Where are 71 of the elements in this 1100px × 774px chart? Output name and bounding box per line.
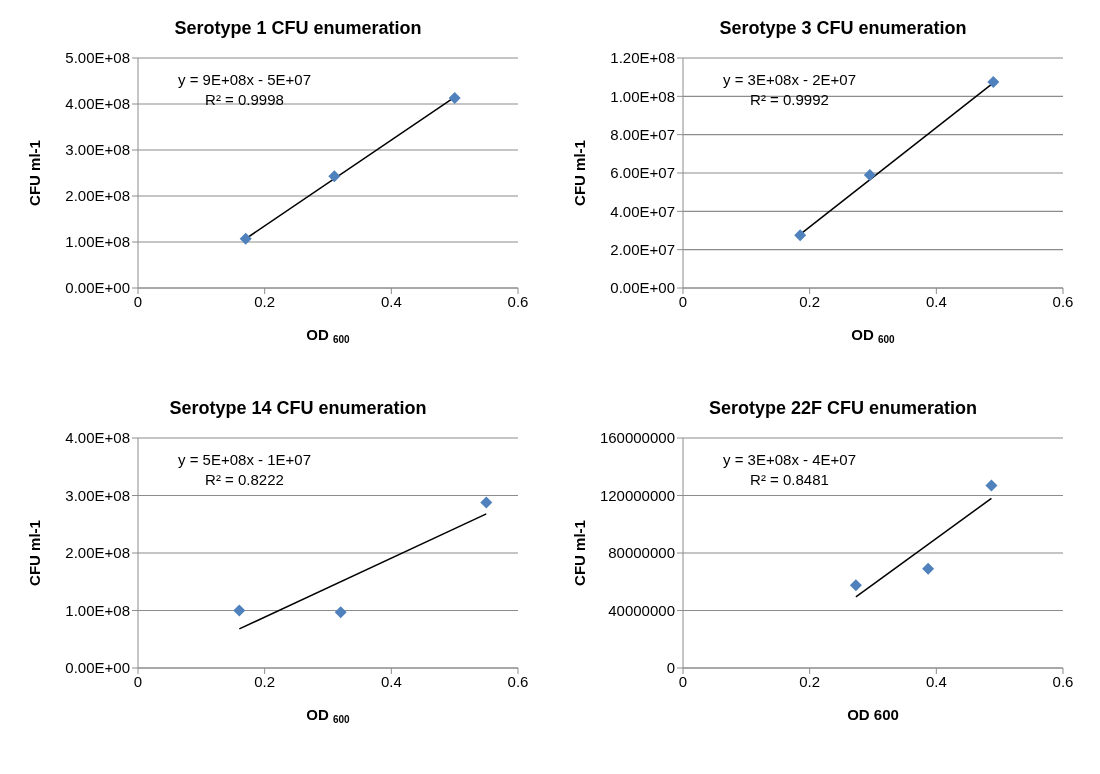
y-tick-label: 160000000 — [599, 429, 675, 447]
chart-title: Serotype 3 CFU enumeration — [718, 17, 968, 40]
x-tick-label: 0.6 — [1052, 672, 1074, 690]
x-tick-label: 0.6 — [507, 672, 529, 690]
y-tick-label: 3.00E+08 — [65, 486, 130, 504]
y-tick-label: 0.00E+00 — [65, 659, 130, 677]
y-tick-label: 0 — [666, 659, 675, 677]
y-tick-label: 4.00E+07 — [610, 202, 675, 220]
point — [328, 170, 341, 183]
point — [849, 579, 862, 592]
x-axis-title: OD $_{600}$ — [306, 326, 351, 345]
x-axis-title: OD 600 — [847, 706, 899, 723]
y-tick-label: 2.00E+08 — [65, 544, 130, 562]
point — [985, 479, 998, 492]
point — [448, 92, 461, 105]
y-tick-label: 2.00E+08 — [65, 187, 130, 205]
x-tick-label: 0.6 — [507, 292, 529, 310]
y-tick-label: 4.00E+08 — [65, 429, 130, 447]
y-axis-title: CFU ml-1 — [26, 520, 43, 586]
annotation: y = 3E+08x - 2E+07 — [723, 70, 857, 90]
x-tick-label: 0.4 — [380, 672, 402, 690]
x-tick-label: 0.4 — [380, 292, 402, 310]
y-tick-label: 1.00E+08 — [65, 601, 130, 619]
x-tick-label: 0.4 — [925, 292, 947, 310]
x-tick-label: 0 — [678, 292, 688, 310]
point — [987, 75, 1000, 88]
chart-title: Serotype 14 CFU enumeration — [168, 397, 428, 420]
chart-title: Serotype 22F CFU enumeration — [707, 397, 979, 420]
annotation: R² = 0.9992 — [749, 90, 830, 110]
x-axis-title: OD $_{600}$ — [306, 706, 351, 725]
y-tick-label: 2.00E+07 — [610, 240, 675, 258]
point — [239, 232, 252, 245]
x-tick-label: 0.2 — [799, 292, 821, 310]
x-tick-label: 0.2 — [254, 292, 276, 310]
y-tick-label: 3.00E+08 — [65, 141, 130, 159]
point — [233, 604, 246, 617]
y-tick-label: 0.00E+00 — [65, 279, 130, 297]
y-tick-label: 120000000 — [599, 486, 675, 504]
y-axis-title: CFU ml-1 — [571, 520, 588, 586]
x-tick-label: 0 — [678, 672, 688, 690]
y-tick-label: 6.00E+07 — [610, 164, 675, 182]
annotation: y = 9E+08x - 5E+07 — [178, 70, 312, 90]
point — [334, 606, 347, 619]
annotation: R² = 0.8222 — [204, 470, 285, 490]
y-tick-label: 1.00E+08 — [610, 87, 675, 105]
y-axis-title: CFU ml-1 — [26, 140, 43, 206]
y-tick-label: 1.20E+08 — [610, 49, 675, 67]
point — [794, 229, 807, 242]
y-tick-label: 5.00E+08 — [65, 49, 130, 67]
x-tick-label: 0.2 — [254, 672, 276, 690]
point — [922, 562, 935, 575]
x-tick-label: 0 — [133, 292, 143, 310]
point — [480, 496, 493, 509]
annotation: R² = 0.9998 — [204, 90, 285, 110]
annotation: y = 3E+08x - 4E+07 — [723, 450, 857, 470]
x-tick-label: 0.4 — [925, 672, 947, 690]
y-tick-label: 1.00E+08 — [65, 233, 130, 251]
point — [863, 168, 876, 181]
y-tick-label: 80000000 — [608, 544, 675, 562]
y-tick-label: 4.00E+08 — [65, 95, 130, 113]
x-axis-title: OD $_{600}$ — [851, 326, 896, 345]
x-tick-label: 0.2 — [799, 672, 821, 690]
x-tick-label: 0 — [133, 672, 143, 690]
y-tick-label: 40000000 — [608, 601, 675, 619]
y-tick-label: 8.00E+07 — [610, 125, 675, 143]
chart-title: Serotype 1 CFU enumeration — [173, 17, 423, 40]
annotation: R² = 0.8481 — [749, 470, 830, 490]
annotation: y = 5E+08x - 1E+07 — [178, 450, 312, 470]
y-axis-title: CFU ml-1 — [571, 140, 588, 206]
x-tick-label: 0.6 — [1052, 292, 1074, 310]
y-tick-label: 0.00E+00 — [610, 279, 675, 297]
